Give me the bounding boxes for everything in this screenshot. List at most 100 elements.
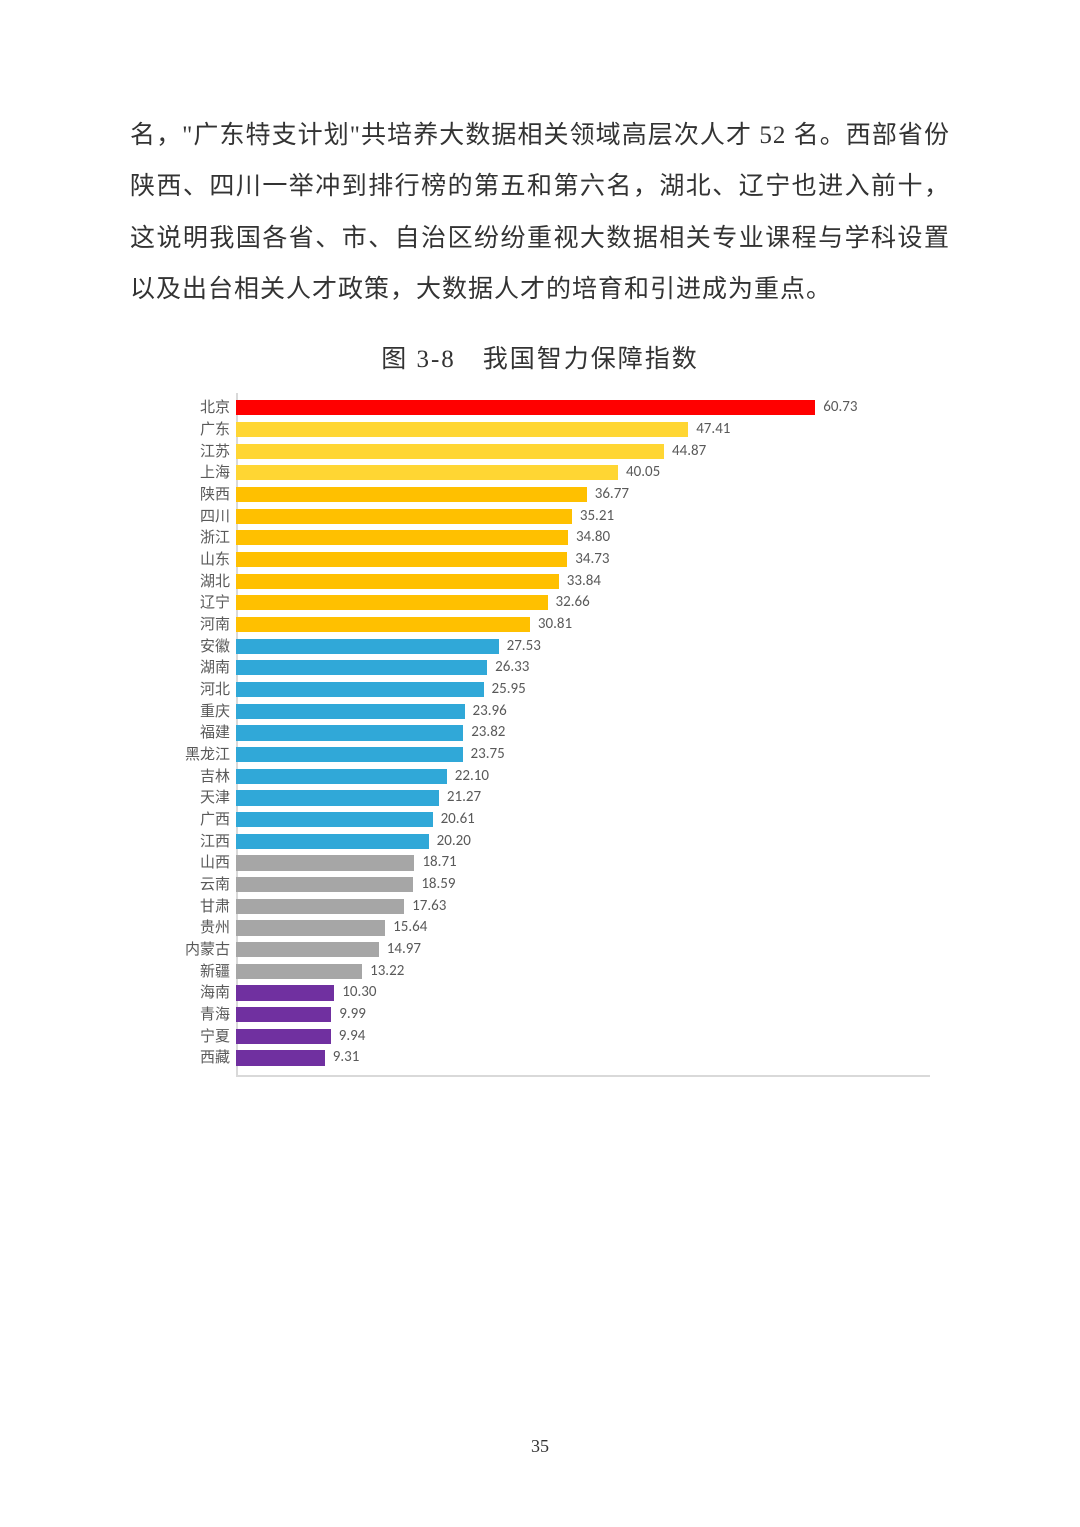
bar (236, 617, 530, 632)
bar-row: 北京 60.73 (150, 397, 930, 419)
bar-row: 广西 20.61 (150, 809, 930, 831)
bar-value: 47.41 (688, 422, 730, 437)
bar (236, 769, 447, 784)
bar-value: 15.64 (385, 920, 427, 935)
bar (236, 747, 463, 762)
bar-row: 海南 10.30 (150, 982, 930, 1004)
bar-value: 22.10 (447, 769, 489, 784)
document-page: 名，"广东特支计划"共培养大数据相关领域高层次人才 52 名。西部省份陕西、四川… (0, 0, 1080, 1527)
bar-value: 23.96 (465, 704, 507, 719)
bar-row: 福建23.82 (150, 722, 930, 744)
bar-label: 甘肃 (150, 899, 236, 914)
bar-label: 河南 (150, 617, 236, 632)
bar (236, 422, 688, 437)
bar-chart: 北京 60.73 广东 47.41 江苏44.87 上海 40.05 陕西36.77 四川 35.… (150, 393, 930, 1077)
bar-label: 四川 (150, 509, 236, 524)
bar (236, 400, 815, 415)
bar-row: 河北25.95 (150, 679, 930, 701)
bar-label: 天津 (150, 790, 236, 805)
bar-row: 陕西36.77 (150, 484, 930, 506)
bar (236, 595, 548, 610)
bar (236, 465, 618, 480)
bar-label: 福建 (150, 725, 236, 740)
bar-label: 云南 (150, 877, 236, 892)
bar-value: 9.94 (331, 1029, 366, 1044)
bar-row: 浙江34.80 (150, 527, 930, 549)
bar-row: 上海 40.05 (150, 462, 930, 484)
bar-label: 广西 (150, 812, 236, 827)
bar-label: 贵州 (150, 920, 236, 935)
bar-label: 北京 (150, 400, 236, 415)
bar (236, 964, 362, 979)
bar-value: 14.97 (379, 942, 421, 957)
bar (236, 639, 499, 654)
page-number: 35 (0, 1436, 1080, 1457)
bar-row: 天津21.27 (150, 787, 930, 809)
body-paragraph: 名，"广东特支计划"共培养大数据相关领域高层次人才 52 名。西部省份陕西、四川… (130, 110, 950, 315)
bar-label: 江西 (150, 834, 236, 849)
bar-value: 35.21 (572, 509, 614, 524)
bar-label: 湖南 (150, 660, 236, 675)
bar (236, 1007, 331, 1022)
bar-value: 32.66 (548, 595, 590, 610)
bar-label: 广东 (150, 422, 236, 437)
x-axis-line (236, 1075, 930, 1077)
bar-row: 江苏44.87 (150, 440, 930, 462)
bar-label: 黑龙江 (150, 747, 236, 762)
bar-value: 17.63 (404, 899, 446, 914)
bar-label: 重庆 (150, 704, 236, 719)
bar (236, 660, 487, 675)
bar-label: 海南 (150, 985, 236, 1000)
bar-label: 吉林 (150, 769, 236, 784)
bar-row: 青海 9.99 (150, 1004, 930, 1026)
bar (236, 725, 463, 740)
bar (236, 487, 587, 502)
bar-value: 40.05 (618, 465, 660, 480)
bar (236, 899, 404, 914)
bar-value: 36.77 (587, 487, 629, 502)
bar-label: 青海 (150, 1007, 236, 1022)
bar-label: 湖北 (150, 574, 236, 589)
bar (236, 682, 484, 697)
bar-label: 河北 (150, 682, 236, 697)
chart-plot-area: 北京 60.73 广东 47.41 江苏44.87 上海 40.05 陕西36.77 四川 35.… (150, 393, 930, 1077)
bar-value: 18.59 (413, 877, 455, 892)
bar-value: 10.30 (334, 985, 376, 1000)
bar-row: 新疆13.22 (150, 960, 930, 982)
bar-value: 9.99 (331, 1007, 366, 1022)
bar (236, 812, 433, 827)
bar-value: 44.87 (664, 444, 706, 459)
bar (236, 704, 465, 719)
bar-rows: 北京 60.73 广东 47.41 江苏44.87 上海 40.05 陕西36.77 四川 35.… (150, 393, 930, 1069)
bar-label: 辽宁 (150, 595, 236, 610)
bar-label: 上海 (150, 465, 236, 480)
bar (236, 920, 385, 935)
bar-row: 西藏9.31 (150, 1047, 930, 1069)
bar-row: 广东 47.41 (150, 419, 930, 441)
bar-value: 20.61 (433, 812, 475, 827)
bar-value: 20.20 (429, 834, 471, 849)
bar-label: 山东 (150, 552, 236, 567)
bar-label: 浙江 (150, 530, 236, 545)
bar (236, 1029, 331, 1044)
bar-value: 34.73 (567, 552, 609, 567)
bar-row: 江西 20.20 (150, 830, 930, 852)
bar-row: 山西18.71 (150, 852, 930, 874)
bar-row: 贵州 15.64 (150, 917, 930, 939)
bar-value: 27.53 (499, 639, 541, 654)
bar (236, 790, 439, 805)
bar (236, 509, 572, 524)
bar-value: 26.33 (487, 660, 529, 675)
bar (236, 444, 664, 459)
bar-value: 33.84 (559, 574, 601, 589)
bar-row: 黑龙江 23.75 (150, 744, 930, 766)
bar-value: 23.75 (463, 747, 505, 762)
bar-value: 18.71 (414, 855, 456, 870)
bar (236, 985, 334, 1000)
bar (236, 877, 413, 892)
bar-value: 60.73 (815, 400, 857, 415)
bar-row: 宁夏9.94 (150, 1025, 930, 1047)
bar-row: 湖南 26.33 (150, 657, 930, 679)
bar (236, 834, 429, 849)
bar-row: 四川 35.21 (150, 505, 930, 527)
